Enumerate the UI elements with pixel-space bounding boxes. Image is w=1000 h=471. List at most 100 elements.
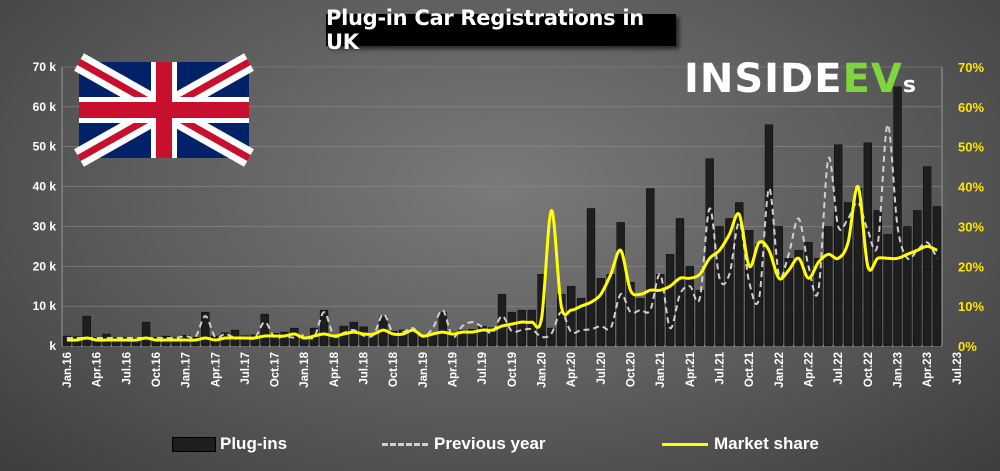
bar (418, 336, 428, 347)
bar (656, 274, 665, 347)
bar (883, 234, 892, 347)
x-tick-label: Apr.21 (685, 351, 697, 387)
bar (398, 329, 408, 347)
bar (270, 333, 279, 347)
legend-label-plugins: Plug-ins (220, 434, 288, 453)
bar (201, 311, 210, 347)
y-axis: k 10 k 20 k 30 k 40 k 50 k 60 k 70 k (33, 60, 57, 353)
x-tick-label: Jul.17 (240, 352, 252, 385)
bar (665, 254, 675, 347)
x-tick-label: Oct.18 (388, 351, 400, 387)
bar (112, 337, 121, 347)
x-tick-label: Apr.16 (92, 352, 104, 387)
bar (834, 144, 843, 347)
x-tick-label: Jul.22 (833, 352, 845, 385)
logo-main: INSIDE (684, 56, 843, 102)
bar (319, 309, 329, 347)
bars-series (62, 86, 942, 347)
bar (646, 188, 655, 347)
legend-swatch-plugins (172, 436, 216, 452)
bar (596, 278, 606, 347)
bar (923, 166, 932, 347)
y-tick-label: 40 k (33, 180, 57, 194)
bar (349, 321, 358, 347)
bar (784, 258, 793, 347)
bar (507, 311, 517, 347)
x-tick-label: Jul.18 (359, 351, 371, 384)
x-tick-label: Jul.23 (952, 352, 964, 385)
bar (794, 250, 803, 347)
y2-tick-label: 60% (958, 100, 984, 115)
x-tick-label: Jan.20 (537, 352, 549, 388)
bar (240, 335, 250, 347)
x-tick-label: Jan.18 (299, 351, 311, 387)
logo-ev: EV (842, 56, 903, 102)
bar (695, 290, 704, 347)
y2-tick-label: 40% (958, 180, 984, 195)
x-tick-label: Oct.21 (744, 351, 756, 387)
bar (389, 331, 398, 347)
bar (458, 329, 467, 347)
lines (66, 123, 938, 342)
bar (843, 202, 853, 347)
bar (329, 336, 339, 347)
legend-item-share: Market share (662, 434, 819, 454)
x-tick-label: Jan.17 (181, 352, 193, 388)
bar (626, 282, 635, 347)
bar (250, 334, 259, 347)
legend-label-share: Market share (714, 434, 819, 453)
bar (468, 329, 477, 347)
legend-label-previous: Previous year (434, 434, 546, 453)
y2-tick-label: 0% (958, 339, 977, 354)
bar (122, 337, 131, 347)
bar (764, 124, 774, 347)
legend-swatch-previous (382, 442, 428, 446)
bar (913, 210, 922, 347)
x-axis: Jan.16 Apr.16 Jul.16 Oct.16 Jan.17 Apr.17 Jul.… (62, 351, 964, 387)
x-tick-label: Apr.22 (804, 352, 816, 387)
x-tick-label: Oct.22 (863, 352, 875, 387)
legend-swatch-share (662, 442, 708, 446)
bar (675, 218, 685, 347)
x-tick-label: Apr.20 (566, 352, 578, 387)
x-tick-label: Apr.17 (210, 352, 222, 387)
bar (903, 226, 912, 347)
y-tick-label: 70 k (33, 60, 57, 74)
bar (141, 321, 151, 347)
x-tick-label: Jul.21 (715, 351, 727, 384)
bar (893, 86, 902, 347)
logo-s: s (902, 73, 917, 98)
bar (576, 297, 586, 347)
bar (82, 315, 91, 347)
x-tick-label: Oct.19 (507, 352, 519, 387)
bar (932, 206, 942, 347)
chart-title: Plug-in Car Registrations in UK (326, 6, 644, 54)
bar (685, 266, 695, 347)
y2-tick-label: 70% (958, 60, 984, 75)
y-tick-label: 20 k (33, 259, 57, 273)
y2-axis: 0% 10% 20% 30% 40% 50% 60% 70% (958, 60, 984, 354)
x-tick-label: Jan.22 (774, 352, 786, 388)
bar (438, 311, 447, 347)
bar (448, 331, 457, 347)
y2-tick-label: 10% (958, 299, 984, 314)
bar (260, 313, 269, 347)
y2-tick-label: 30% (958, 219, 984, 234)
y2-tick-label: 50% (958, 140, 984, 155)
bar (616, 222, 625, 347)
x-tick-label: Jul.19 (477, 352, 489, 385)
bar (280, 331, 289, 347)
x-tick-label: Jan.16 (62, 352, 74, 388)
legend-item-plugins: Plug-ins (172, 434, 287, 454)
bar (132, 337, 141, 347)
x-tick-label: Jul.16 (121, 352, 133, 385)
bar (745, 230, 754, 347)
bar (873, 210, 882, 347)
bar (606, 274, 615, 347)
bar (487, 327, 497, 347)
x-tick-label: Jan.21 (655, 351, 667, 387)
bar (705, 158, 714, 347)
chart-title-box: Plug-in Car Registrations in UK (326, 6, 676, 54)
